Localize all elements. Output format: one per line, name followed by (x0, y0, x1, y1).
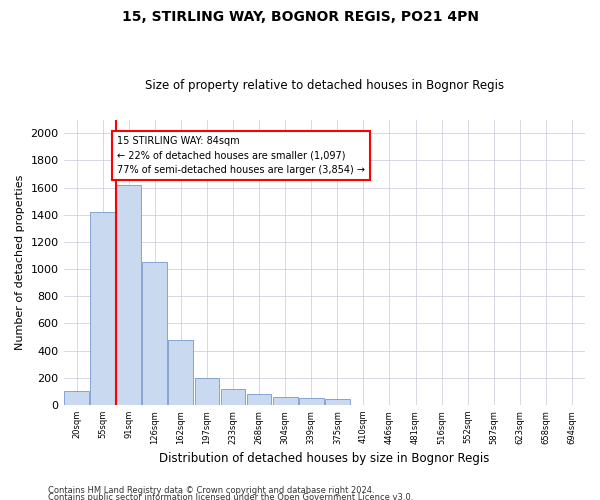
Text: 15 STIRLING WAY: 84sqm
← 22% of detached houses are smaller (1,097)
77% of semi-: 15 STIRLING WAY: 84sqm ← 22% of detached… (117, 136, 365, 175)
Text: Contains public sector information licensed under the Open Government Licence v3: Contains public sector information licen… (48, 494, 413, 500)
Bar (64, 392, 89, 405)
Bar (90, 212, 115, 405)
Y-axis label: Number of detached properties: Number of detached properties (15, 174, 25, 350)
Bar (325, 400, 350, 405)
Bar (116, 185, 141, 405)
Bar (169, 340, 193, 405)
X-axis label: Distribution of detached houses by size in Bognor Regis: Distribution of detached houses by size … (159, 452, 490, 465)
Bar (194, 378, 220, 405)
Bar (247, 394, 271, 405)
Text: 15, STIRLING WAY, BOGNOR REGIS, PO21 4PN: 15, STIRLING WAY, BOGNOR REGIS, PO21 4PN (121, 10, 479, 24)
Bar (273, 397, 298, 405)
Bar (299, 398, 323, 405)
Bar (221, 390, 245, 405)
Title: Size of property relative to detached houses in Bognor Regis: Size of property relative to detached ho… (145, 79, 504, 92)
Bar (142, 262, 167, 405)
Text: Contains HM Land Registry data © Crown copyright and database right 2024.: Contains HM Land Registry data © Crown c… (48, 486, 374, 495)
